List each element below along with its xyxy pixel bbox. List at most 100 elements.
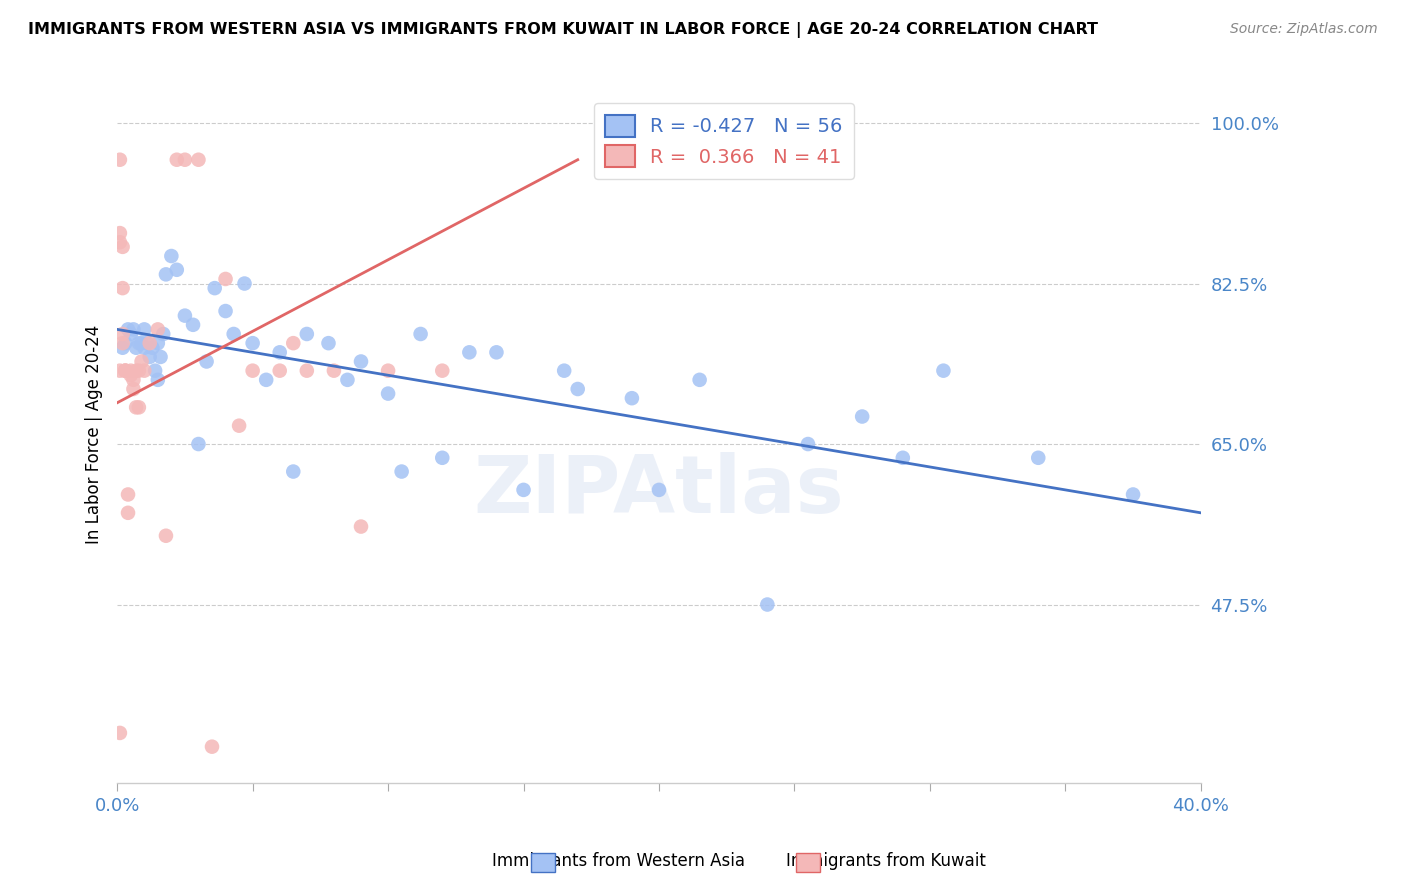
Point <box>322 364 344 378</box>
Point <box>187 153 209 167</box>
Text: IMMIGRANTS FROM WESTERN ASIA VS IMMIGRANTS FROM KUWAIT IN LABOR FORCE | AGE 20-2: IMMIGRANTS FROM WESTERN ASIA VS IMMIGRAN… <box>28 22 1098 38</box>
Point <box>567 382 589 396</box>
Point <box>146 373 169 387</box>
Point <box>283 465 305 479</box>
Point <box>228 418 250 433</box>
Point <box>1026 450 1049 465</box>
Point <box>117 506 139 520</box>
Point <box>149 350 172 364</box>
Point <box>138 336 160 351</box>
Point <box>136 336 159 351</box>
Point <box>648 483 671 497</box>
Point <box>152 326 174 341</box>
Point <box>111 240 134 254</box>
Point <box>689 373 711 387</box>
Point <box>242 364 264 378</box>
Point <box>138 350 160 364</box>
Point <box>134 341 156 355</box>
Point <box>891 450 914 465</box>
Point <box>125 401 148 415</box>
Point <box>160 249 183 263</box>
Point <box>391 465 413 479</box>
Legend: R = -0.427   N = 56, R =  0.366   N = 41: R = -0.427 N = 56, R = 0.366 N = 41 <box>593 103 855 179</box>
Point <box>120 364 142 378</box>
Point <box>432 450 454 465</box>
Point <box>458 345 481 359</box>
Point <box>146 322 169 336</box>
Point <box>111 281 134 295</box>
Point <box>295 364 318 378</box>
Point <box>242 336 264 351</box>
Point <box>114 364 136 378</box>
Point <box>174 309 197 323</box>
Point <box>143 364 166 378</box>
Point <box>269 364 291 378</box>
Point <box>122 322 145 336</box>
Text: Immigrants from Western Asia: Immigrants from Western Asia <box>492 852 745 870</box>
Point <box>318 336 340 351</box>
Point <box>214 272 236 286</box>
Point <box>141 341 163 355</box>
Point <box>269 345 291 359</box>
Point <box>131 354 153 368</box>
Point <box>111 336 134 351</box>
Point <box>409 326 432 341</box>
Point <box>131 336 153 351</box>
Point <box>108 235 131 250</box>
Point <box>350 354 373 368</box>
Point <box>620 391 643 405</box>
Point <box>222 326 245 341</box>
Y-axis label: In Labor Force | Age 20-24: In Labor Force | Age 20-24 <box>86 326 103 544</box>
Point <box>108 726 131 740</box>
Point <box>120 326 142 341</box>
Point <box>155 529 177 543</box>
Point <box>553 364 575 378</box>
Point <box>851 409 873 424</box>
Point <box>195 354 218 368</box>
Point <box>128 401 150 415</box>
Point <box>932 364 955 378</box>
Point <box>214 304 236 318</box>
Point <box>111 326 134 341</box>
Point <box>117 322 139 336</box>
Point <box>128 364 150 378</box>
Point <box>166 153 188 167</box>
Point <box>174 153 197 167</box>
Point <box>114 364 136 378</box>
Point <box>128 336 150 351</box>
Point <box>233 277 256 291</box>
Point <box>204 281 226 295</box>
Point <box>108 364 131 378</box>
Point <box>120 368 142 383</box>
Point <box>181 318 204 332</box>
Point <box>108 153 131 167</box>
Point <box>114 364 136 378</box>
Point <box>155 268 177 282</box>
Point <box>485 345 508 359</box>
Point <box>797 437 820 451</box>
Point <box>122 382 145 396</box>
Point <box>350 519 373 533</box>
Point <box>512 483 534 497</box>
Point <box>134 322 156 336</box>
Point <box>125 364 148 378</box>
Text: ZIPAtlas: ZIPAtlas <box>474 451 845 530</box>
Text: Immigrants from Kuwait: Immigrants from Kuwait <box>786 852 986 870</box>
Point <box>117 487 139 501</box>
Point <box>134 364 156 378</box>
Point <box>295 326 318 341</box>
Point <box>377 386 399 401</box>
Point <box>111 341 134 355</box>
Point <box>283 336 305 351</box>
Point <box>336 373 359 387</box>
Point <box>122 373 145 387</box>
Point <box>201 739 224 754</box>
Point <box>108 226 131 240</box>
Point <box>432 364 454 378</box>
Point <box>756 598 779 612</box>
Point <box>114 336 136 351</box>
Point <box>254 373 277 387</box>
Point <box>187 437 209 451</box>
Point <box>146 336 169 351</box>
Text: Source: ZipAtlas.com: Source: ZipAtlas.com <box>1230 22 1378 37</box>
